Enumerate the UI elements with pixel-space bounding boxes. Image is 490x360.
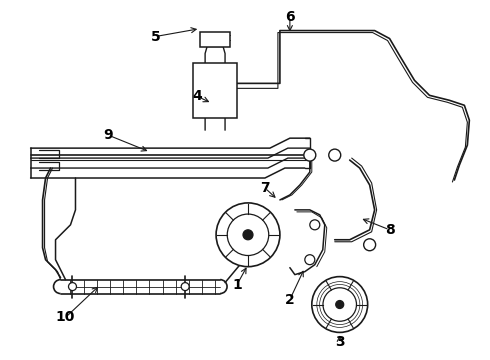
Circle shape xyxy=(305,255,315,265)
Text: 2: 2 xyxy=(285,293,295,306)
Circle shape xyxy=(364,239,376,251)
Circle shape xyxy=(336,301,343,309)
Bar xyxy=(193,63,237,118)
Text: 3: 3 xyxy=(335,336,344,349)
Text: 10: 10 xyxy=(56,310,75,324)
Text: 9: 9 xyxy=(103,128,113,142)
Circle shape xyxy=(310,220,320,230)
Text: 5: 5 xyxy=(150,30,160,44)
Text: 1: 1 xyxy=(232,278,242,292)
Circle shape xyxy=(181,283,189,291)
Circle shape xyxy=(312,276,368,332)
Text: 8: 8 xyxy=(385,223,394,237)
Circle shape xyxy=(216,203,280,267)
Text: 6: 6 xyxy=(285,10,294,24)
Bar xyxy=(200,32,230,46)
Circle shape xyxy=(304,149,316,161)
Circle shape xyxy=(243,230,253,240)
Circle shape xyxy=(69,283,76,291)
Circle shape xyxy=(323,288,357,321)
Circle shape xyxy=(329,149,341,161)
Text: 4: 4 xyxy=(192,89,202,103)
Text: 7: 7 xyxy=(260,181,270,195)
Circle shape xyxy=(227,214,269,256)
